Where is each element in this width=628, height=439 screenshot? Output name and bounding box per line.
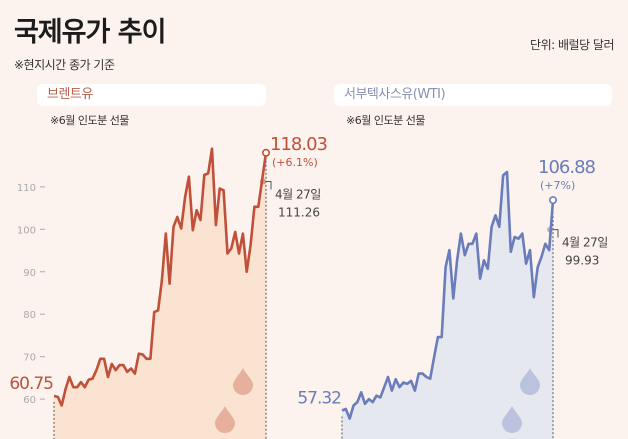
wti-ref-marker (547, 226, 553, 233)
y-tick-label: 80 (23, 310, 36, 321)
oil-drop-icon (233, 368, 253, 395)
unit-label: 단위: 배럴당 달러 (530, 38, 614, 52)
brent-ref-date: 4월 27일 (275, 188, 321, 202)
subtitle: ※현지시간 종가 기준 (14, 58, 115, 72)
wti-end-marker (548, 196, 557, 205)
wti-end-label: 106.88 (538, 157, 596, 178)
y-tick-label: 60 (23, 395, 36, 406)
brent-label-bar: 브렌트유 (37, 84, 266, 106)
wti-ref-value: 99.93 (565, 254, 599, 268)
y-tick-label: 100 (17, 225, 36, 236)
wti-ref-date: 4월 27일 (562, 236, 608, 250)
oil-drop-icon (520, 368, 540, 395)
brent-end-marker (261, 148, 270, 157)
oil-drop-icon (215, 406, 235, 433)
brent-ref-connector (266, 181, 272, 190)
wti-ref-connector (553, 229, 559, 238)
brent-note: ※6월 인도분 선물 (50, 114, 129, 127)
brent-start-label: 60.75 (9, 374, 53, 394)
brent-end-label: 118.03 (270, 134, 328, 155)
brent-ref-marker (260, 178, 266, 185)
y-tick-label: 90 (23, 268, 36, 279)
brent-end-change: (+6.1%) (272, 156, 318, 169)
brent-ref-value: 111.26 (278, 206, 320, 220)
wti-line (341, 170, 555, 420)
brent-line (53, 147, 268, 407)
y-tick-label: 70 (23, 353, 36, 364)
brent-area (54, 148, 266, 439)
wti-end-change: (+7%) (540, 179, 575, 192)
wti-area (342, 172, 553, 439)
y-tick-label: 110 (17, 183, 36, 194)
page-title: 국제유가 추이 (14, 17, 166, 48)
wti-start-label: 57.32 (297, 388, 341, 408)
wti-label-bar: 서부텍사스유(WTI) (334, 84, 612, 106)
oil-drop-icon (502, 406, 522, 433)
wti-note: ※6월 인도분 선물 (346, 114, 425, 127)
